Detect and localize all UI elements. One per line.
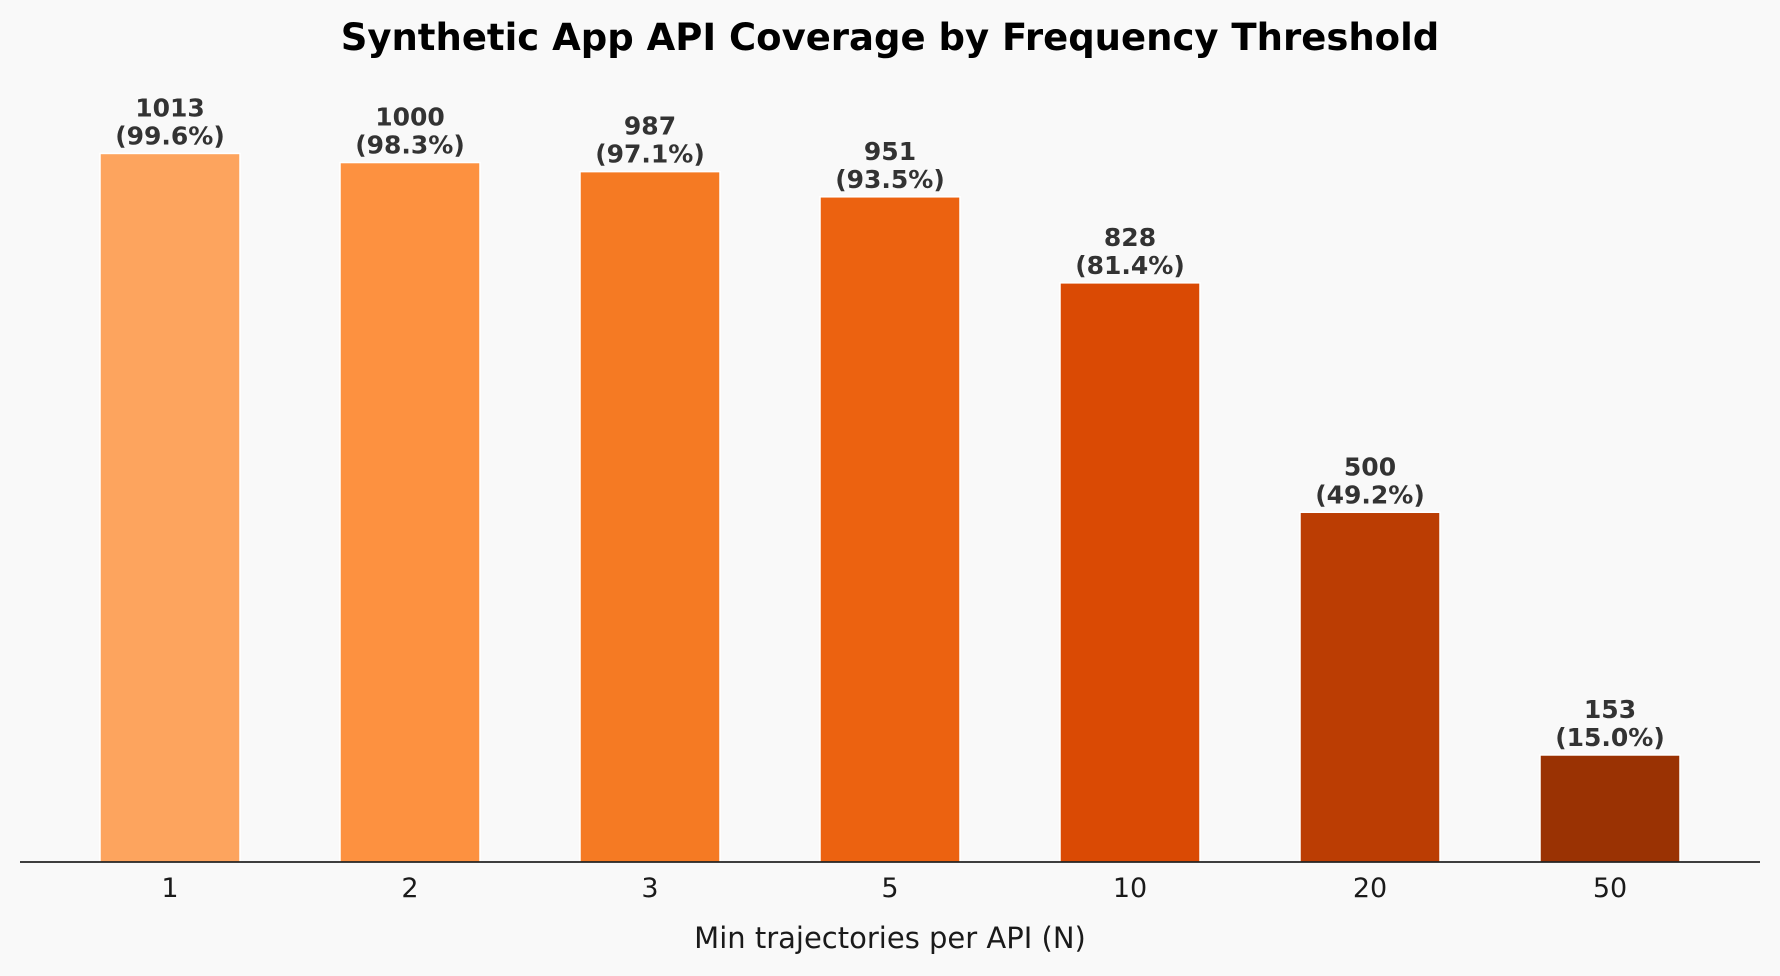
value-label-5: 951 bbox=[864, 137, 916, 166]
value-label-1: 1013 bbox=[135, 93, 205, 122]
percent-label-3: (97.1%) bbox=[595, 140, 705, 169]
value-label-10: 828 bbox=[1104, 223, 1156, 252]
percent-label-10: (81.4%) bbox=[1075, 251, 1185, 280]
x-tick-label-1: 1 bbox=[161, 873, 178, 904]
x-tick-label-3: 3 bbox=[641, 873, 658, 904]
x-tick-label-5: 5 bbox=[881, 873, 898, 904]
percent-label-5: (93.5%) bbox=[835, 165, 945, 194]
percent-label-1: (99.6%) bbox=[115, 121, 225, 150]
value-labels-group: 1013(99.6%) 1000(98.3%) 987(97.1%) 951(93.5… bbox=[115, 93, 1665, 752]
bar-10 bbox=[1059, 282, 1201, 863]
value-label-3: 987 bbox=[624, 112, 676, 141]
percent-label-20: (49.2%) bbox=[1315, 480, 1425, 509]
percent-label-50: (15.0%) bbox=[1555, 723, 1665, 752]
chart-title: Synthetic App API Coverage by Frequency … bbox=[341, 16, 1440, 59]
x-ticks-group: 1 2 3 5 10 20 50 bbox=[161, 873, 1627, 904]
value-label-2: 1000 bbox=[375, 103, 445, 132]
bar-20 bbox=[1299, 511, 1441, 863]
bar-3 bbox=[579, 170, 721, 863]
x-axis-label: Min trajectories per API (N) bbox=[694, 921, 1086, 955]
percent-label-2: (98.3%) bbox=[355, 131, 465, 160]
x-tick-label-50: 50 bbox=[1593, 873, 1627, 904]
bar-5 bbox=[819, 196, 961, 863]
value-label-20: 500 bbox=[1344, 452, 1396, 481]
x-tick-label-10: 10 bbox=[1113, 873, 1147, 904]
bar-1 bbox=[99, 152, 241, 863]
bar-2 bbox=[339, 161, 481, 863]
value-label-50: 153 bbox=[1584, 695, 1636, 724]
bar-50 bbox=[1539, 754, 1681, 863]
bars-group bbox=[99, 152, 1681, 863]
x-tick-label-20: 20 bbox=[1353, 873, 1387, 904]
x-tick-label-2: 2 bbox=[401, 873, 418, 904]
